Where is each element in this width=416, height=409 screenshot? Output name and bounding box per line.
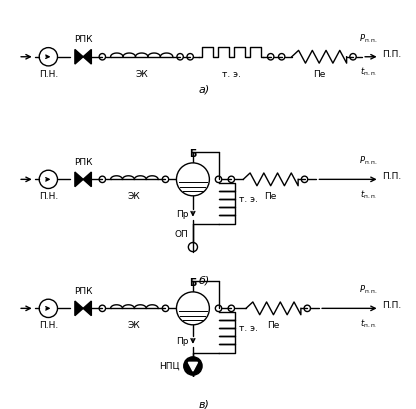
Circle shape bbox=[176, 292, 209, 325]
Text: ЭК: ЭК bbox=[128, 321, 141, 330]
Polygon shape bbox=[75, 49, 83, 64]
Text: Б: Б bbox=[189, 149, 197, 159]
Text: б): б) bbox=[198, 275, 210, 285]
Text: РПК: РПК bbox=[74, 35, 92, 44]
Text: Пе: Пе bbox=[267, 321, 280, 330]
Text: $t_{\rm п.п.}$: $t_{\rm п.п.}$ bbox=[360, 66, 377, 79]
Text: РПК: РПК bbox=[74, 157, 92, 166]
Text: $t_{\rm п.п.}$: $t_{\rm п.п.}$ bbox=[360, 317, 377, 330]
Polygon shape bbox=[188, 362, 198, 371]
Text: Пр: Пр bbox=[176, 337, 188, 346]
Polygon shape bbox=[83, 49, 92, 64]
Polygon shape bbox=[75, 172, 83, 187]
Text: ОП: ОП bbox=[175, 230, 188, 239]
Circle shape bbox=[176, 163, 209, 196]
Text: а): а) bbox=[198, 84, 210, 94]
Text: П.П.: П.П. bbox=[382, 301, 401, 310]
Text: Пе: Пе bbox=[265, 192, 277, 201]
Text: ЭК: ЭК bbox=[128, 192, 141, 201]
Polygon shape bbox=[83, 301, 92, 316]
Text: П.Н.: П.Н. bbox=[39, 321, 58, 330]
Circle shape bbox=[184, 357, 202, 375]
Text: П.Н.: П.Н. bbox=[39, 70, 58, 79]
Text: т. э.: т. э. bbox=[239, 324, 258, 333]
Text: $P_{\rm п.п.}$: $P_{\rm п.п.}$ bbox=[359, 155, 378, 167]
Text: Б: Б bbox=[189, 278, 197, 288]
Text: т. э.: т. э. bbox=[239, 195, 258, 204]
Text: НПЦ: НПЦ bbox=[160, 362, 180, 371]
Text: П.Н.: П.Н. bbox=[39, 192, 58, 201]
Text: П.П.: П.П. bbox=[382, 49, 401, 58]
Polygon shape bbox=[75, 301, 83, 316]
Text: т. э.: т. э. bbox=[222, 70, 241, 79]
Text: $t_{\rm п.п.}$: $t_{\rm п.п.}$ bbox=[360, 189, 377, 201]
Text: в): в) bbox=[198, 400, 209, 409]
Polygon shape bbox=[83, 172, 92, 187]
Text: Пе: Пе bbox=[313, 70, 325, 79]
Text: Пр: Пр bbox=[176, 210, 188, 219]
Text: ЭК: ЭК bbox=[135, 70, 148, 79]
Text: П.П.: П.П. bbox=[382, 172, 401, 181]
Text: РПК: РПК bbox=[74, 287, 92, 296]
Text: $P_{\rm п.п.}$: $P_{\rm п.п.}$ bbox=[359, 32, 378, 45]
Text: $P_{\rm п.п.}$: $P_{\rm п.п.}$ bbox=[359, 284, 378, 297]
